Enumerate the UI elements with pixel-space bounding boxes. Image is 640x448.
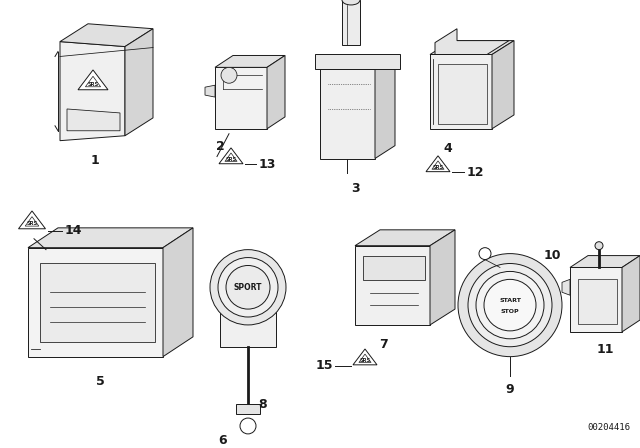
Polygon shape	[355, 246, 430, 325]
Text: 5: 5	[95, 375, 104, 388]
Polygon shape	[430, 41, 514, 55]
Polygon shape	[205, 85, 215, 97]
Polygon shape	[570, 256, 640, 267]
Text: 3: 3	[351, 182, 359, 195]
Text: SPORT: SPORT	[234, 283, 262, 292]
Circle shape	[210, 250, 286, 325]
Polygon shape	[215, 56, 285, 67]
Text: 6: 6	[219, 435, 227, 448]
Polygon shape	[363, 256, 425, 280]
Polygon shape	[578, 280, 617, 324]
Polygon shape	[438, 65, 487, 124]
Text: 13: 13	[259, 158, 276, 171]
Polygon shape	[60, 42, 125, 141]
Polygon shape	[492, 41, 514, 129]
Polygon shape	[570, 267, 622, 332]
Text: STOP: STOP	[500, 309, 519, 314]
Text: 9: 9	[506, 383, 515, 396]
Circle shape	[479, 248, 491, 259]
Polygon shape	[435, 29, 509, 55]
Circle shape	[240, 418, 256, 434]
Text: 11: 11	[596, 343, 614, 356]
Polygon shape	[342, 0, 360, 45]
Polygon shape	[320, 69, 375, 159]
Text: 00204416: 00204416	[587, 423, 630, 432]
Text: 2: 2	[216, 140, 225, 153]
Polygon shape	[19, 211, 45, 229]
Circle shape	[458, 254, 562, 357]
Ellipse shape	[342, 0, 360, 5]
Polygon shape	[40, 263, 155, 342]
Polygon shape	[67, 109, 120, 131]
Polygon shape	[430, 55, 492, 129]
Circle shape	[476, 271, 544, 339]
Polygon shape	[215, 67, 267, 129]
Text: START: START	[499, 297, 521, 303]
Circle shape	[484, 280, 536, 331]
Circle shape	[226, 266, 270, 309]
Polygon shape	[220, 312, 276, 347]
Circle shape	[468, 263, 552, 347]
Text: 15: 15	[316, 359, 333, 372]
Polygon shape	[219, 148, 243, 164]
Text: SRS: SRS	[225, 157, 237, 162]
Text: 10: 10	[543, 249, 561, 262]
Text: SRS: SRS	[26, 221, 38, 226]
Polygon shape	[430, 230, 455, 325]
Polygon shape	[28, 228, 193, 248]
Polygon shape	[315, 55, 400, 69]
Polygon shape	[320, 56, 395, 69]
Polygon shape	[267, 56, 285, 129]
Polygon shape	[60, 24, 153, 47]
Polygon shape	[163, 228, 193, 357]
Polygon shape	[426, 156, 450, 172]
Polygon shape	[125, 29, 153, 136]
Polygon shape	[562, 280, 570, 295]
Circle shape	[218, 258, 278, 317]
Polygon shape	[355, 230, 455, 246]
Polygon shape	[28, 248, 163, 357]
Polygon shape	[622, 256, 640, 332]
Text: SRS: SRS	[360, 358, 371, 363]
Text: 4: 4	[444, 142, 452, 155]
Circle shape	[595, 242, 603, 250]
Text: 14: 14	[65, 224, 83, 237]
Text: 8: 8	[259, 398, 268, 411]
Text: SRS: SRS	[433, 165, 444, 170]
Polygon shape	[375, 56, 395, 159]
Polygon shape	[353, 349, 377, 365]
Text: 12: 12	[467, 166, 484, 179]
Text: 1: 1	[91, 154, 99, 167]
Text: 7: 7	[379, 338, 387, 351]
Polygon shape	[236, 404, 260, 414]
Polygon shape	[78, 70, 108, 90]
Text: SRS: SRS	[88, 82, 99, 87]
Circle shape	[221, 67, 237, 83]
